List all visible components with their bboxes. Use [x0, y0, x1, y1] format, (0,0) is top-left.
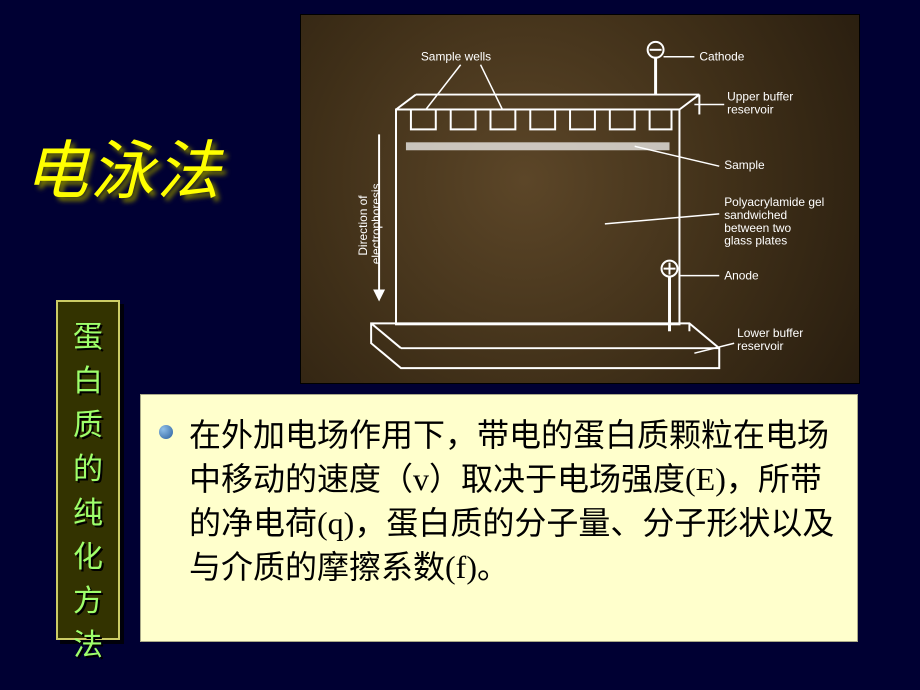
electrophoresis-diagram: Sample wells Cathode Upper buffer reserv…: [300, 14, 860, 384]
label-cathode: Cathode: [699, 50, 744, 64]
label-upper-buffer: Upper buffer reservoir: [727, 90, 796, 117]
diagram-svg: Sample wells Cathode Upper buffer reserv…: [301, 15, 859, 383]
sidebar-char: 白: [73, 356, 103, 400]
sidebar-char: 化: [73, 532, 103, 576]
label-lower-buffer: Lower buffer reservoir: [737, 326, 806, 353]
sidebar-char: 方: [73, 576, 103, 620]
sidebar-char: 的: [73, 444, 103, 488]
sidebar-heading: 蛋 白 质 的 纯 化 方 法: [56, 300, 120, 640]
sidebar-char: 法: [73, 620, 103, 664]
sidebar-char: 纯: [73, 488, 103, 532]
slide-title: 电泳法: [24, 120, 222, 212]
bullet-icon: [159, 425, 173, 439]
label-sample: Sample: [724, 158, 765, 172]
label-direction: Direction of electrophoresis: [356, 183, 383, 264]
sidebar-char: 蛋: [73, 312, 103, 356]
label-sample-wells: Sample wells: [421, 50, 491, 64]
label-anode: Anode: [724, 269, 759, 283]
body-textbox: 在外加电场作用下，带电的蛋白质颗粒在电场中移动的速度（v）取决于电场强度(E)，…: [140, 394, 858, 642]
body-paragraph: 在外加电场作用下，带电的蛋白质颗粒在电场中移动的速度（v）取决于电场强度(E)，…: [189, 413, 839, 589]
label-gel: Polyacrylamide gel sandwiched between tw…: [724, 195, 827, 248]
sidebar-char: 质: [73, 400, 103, 444]
